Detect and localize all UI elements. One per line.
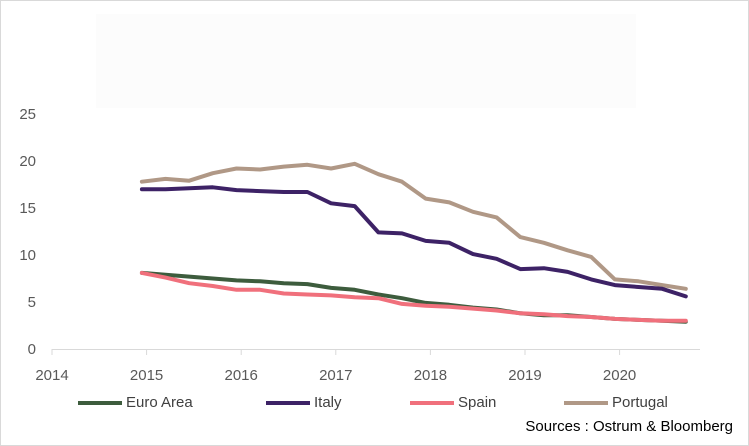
x-tick-label: 2017 xyxy=(319,367,352,384)
legend-item-italy: Italy xyxy=(266,394,342,411)
series-line-spain xyxy=(139,270,688,323)
x-tick-label: 2016 xyxy=(225,367,258,384)
source-note: Sources : Ostrum & Bloomberg xyxy=(525,418,733,435)
x-tick-label: 2019 xyxy=(508,367,541,384)
chart-title-area xyxy=(96,14,636,108)
chart-legend: Euro Area Italy Spain Portugal xyxy=(78,394,718,416)
legend-item-portugal: Portugal xyxy=(564,394,668,411)
legend-label-spain: Spain xyxy=(458,394,497,411)
legend-item-euro-area: Euro Area xyxy=(78,394,193,411)
legend-label-italy: Italy xyxy=(314,394,342,411)
x-tick-label: 2014 xyxy=(35,367,68,384)
legend-swatch-portugal xyxy=(564,400,608,405)
x-tick-label: 2020 xyxy=(603,367,636,384)
series-line-euro-area xyxy=(139,270,688,324)
legend-swatch-spain xyxy=(410,400,454,405)
y-axis-ticks: 0 5 10 15 20 25 xyxy=(19,106,36,358)
series-line-italy xyxy=(139,185,688,299)
y-tick-label: 0 xyxy=(28,341,36,358)
y-tick-label: 20 xyxy=(19,153,36,170)
x-axis-ticks: 2014 2015 2016 2017 2018 2019 2020 xyxy=(35,349,636,384)
legend-item-spain: Spain xyxy=(410,394,496,411)
legend-label-portugal: Portugal xyxy=(612,394,668,411)
legend-label-euro-area: Euro Area xyxy=(126,394,193,411)
y-tick-label: 15 xyxy=(19,200,36,217)
legend-swatch-euro-area xyxy=(78,400,122,405)
y-tick-label: 10 xyxy=(19,247,36,264)
x-tick-label: 2018 xyxy=(414,367,447,384)
x-tick-label: 2015 xyxy=(130,367,163,384)
y-tick-label: 5 xyxy=(28,294,36,311)
legend-swatch-italy xyxy=(266,400,310,405)
y-tick-label: 25 xyxy=(19,106,36,123)
series-layer xyxy=(139,161,688,324)
series-line-portugal xyxy=(139,161,688,291)
